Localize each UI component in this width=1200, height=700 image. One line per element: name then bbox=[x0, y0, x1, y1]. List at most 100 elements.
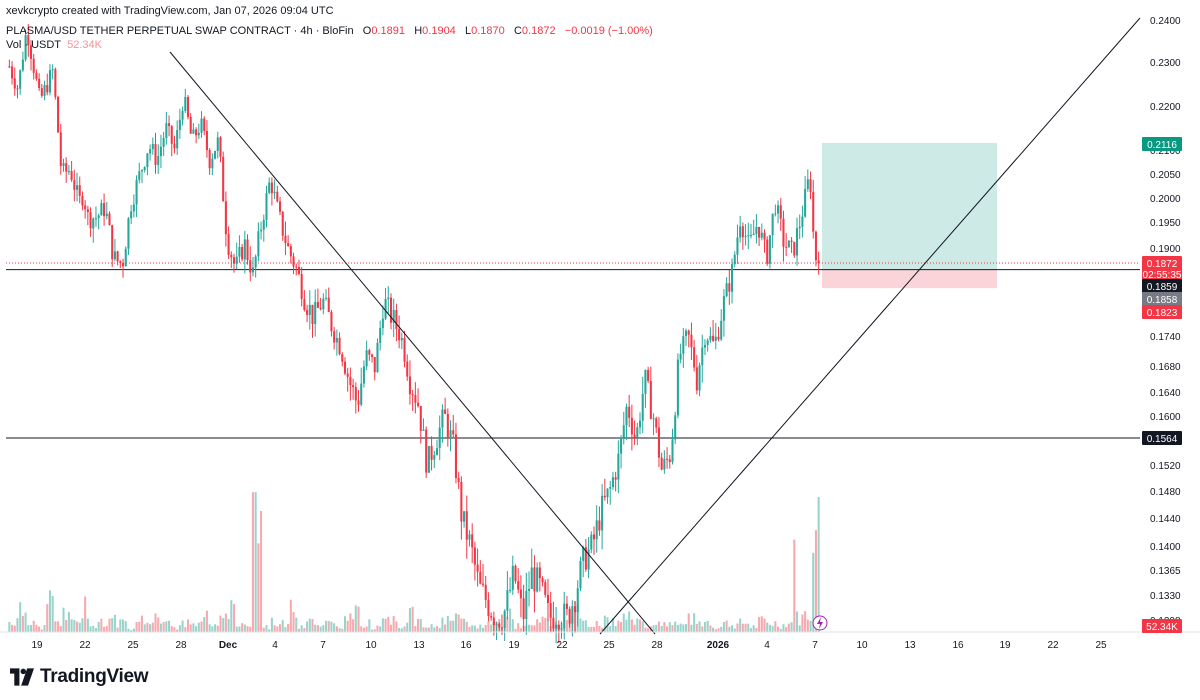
candle-body bbox=[785, 246, 788, 248]
candle-body bbox=[592, 534, 596, 540]
candle-body bbox=[536, 567, 539, 592]
candle-body bbox=[701, 347, 704, 366]
time-tick: 4 bbox=[272, 640, 278, 651]
candle-body bbox=[330, 311, 333, 332]
candle-body bbox=[100, 203, 103, 216]
price-tick: 0.2100 bbox=[1150, 146, 1181, 157]
volume-value: 52.34K bbox=[67, 39, 103, 51]
candle-body bbox=[92, 218, 95, 229]
volume-bar bbox=[712, 627, 715, 632]
volume-bar bbox=[325, 620, 328, 632]
tradingview-footer[interactable]: TradingView bbox=[10, 665, 149, 689]
candle-body bbox=[444, 409, 447, 414]
candle-body bbox=[633, 434, 636, 438]
countdown-label-bg bbox=[1142, 267, 1182, 281]
candle-body bbox=[219, 137, 222, 157]
volume-bar bbox=[124, 621, 127, 632]
volume-bar bbox=[338, 628, 341, 632]
volume-bar bbox=[346, 620, 349, 632]
candle-body bbox=[741, 226, 744, 238]
price-tick: 0.1365 bbox=[1150, 566, 1181, 577]
volume-bar bbox=[454, 613, 457, 632]
candle-body bbox=[122, 263, 125, 267]
price-axis[interactable]: 0.2400 0.2300 0.2200 0.2100 0.2050 0.2000 0.19… bbox=[1150, 16, 1181, 627]
candle-body bbox=[232, 257, 236, 264]
volume-bar bbox=[739, 618, 742, 632]
candle-body bbox=[479, 571, 482, 584]
candle-body bbox=[611, 477, 614, 488]
candle-body bbox=[433, 455, 436, 460]
stop-price-label: 0.1823 bbox=[1147, 308, 1178, 319]
volume-bar bbox=[763, 618, 766, 632]
volume-bar bbox=[614, 626, 617, 632]
volume-bar bbox=[113, 614, 116, 632]
volume-bar bbox=[330, 621, 333, 632]
time-axis[interactable]: 19 22 25 28 Dec 4 7 10 13 16 19 22 25 28 2026 4 7 10 13 16 1… bbox=[0, 631, 1200, 651]
volume-bar bbox=[644, 627, 647, 632]
candle-body bbox=[406, 361, 409, 377]
volume-bar bbox=[257, 543, 260, 632]
volume-bar bbox=[687, 613, 690, 632]
volume-bar bbox=[335, 626, 338, 632]
volume-bar bbox=[657, 621, 660, 632]
volume-bar bbox=[463, 618, 466, 632]
time-tick: 22 bbox=[79, 640, 91, 651]
candle-body bbox=[571, 606, 574, 624]
volume-bar bbox=[59, 626, 62, 632]
candle-body bbox=[113, 251, 116, 260]
candle-body bbox=[38, 78, 41, 89]
volume-bar bbox=[425, 627, 428, 632]
candle-body bbox=[490, 615, 493, 618]
time-tick: 28 bbox=[175, 640, 187, 651]
volume-bar bbox=[265, 625, 268, 632]
volume-bar bbox=[606, 617, 609, 632]
volume-bar bbox=[676, 624, 679, 632]
last-price-label-bg bbox=[1142, 256, 1182, 270]
candle-body bbox=[173, 143, 176, 149]
candle-body bbox=[804, 188, 807, 217]
volume-bar bbox=[260, 511, 263, 632]
candle-body bbox=[595, 520, 598, 540]
candle-body bbox=[809, 179, 812, 192]
candle-body bbox=[365, 350, 368, 367]
volume-bar bbox=[411, 606, 414, 632]
volume-bar bbox=[314, 624, 317, 632]
candle-body bbox=[116, 251, 119, 262]
candle-body bbox=[149, 149, 152, 154]
candle-body bbox=[214, 150, 217, 159]
candle-body bbox=[693, 347, 696, 368]
volume-bar bbox=[736, 623, 739, 632]
entry-price-label-bg bbox=[1142, 279, 1182, 293]
candle-body bbox=[798, 226, 801, 229]
symbol-legend[interactable]: PLASMA/USD TETHER PERPETUAL SWAP CONTRAC… bbox=[6, 25, 653, 37]
candle-body bbox=[373, 357, 376, 373]
volume-bar bbox=[817, 496, 820, 632]
candle-body bbox=[452, 430, 455, 435]
candle-body bbox=[546, 594, 550, 604]
volume-bar bbox=[546, 619, 550, 632]
volume-bar bbox=[211, 626, 214, 632]
candle-body bbox=[62, 163, 65, 166]
candle-body bbox=[722, 296, 725, 321]
volume-bar bbox=[779, 628, 782, 632]
volume-legend[interactable]: Vol · USDT 52.34K bbox=[6, 39, 102, 51]
price-tick: 0.1900 bbox=[1150, 244, 1181, 255]
volume-bar bbox=[232, 604, 236, 632]
candle-body bbox=[663, 458, 666, 470]
price-tick: 0.1480 bbox=[1150, 487, 1181, 498]
candle-body bbox=[192, 129, 195, 134]
volume-bar bbox=[368, 619, 371, 632]
volume-bar bbox=[173, 627, 176, 632]
volume-bar bbox=[216, 625, 219, 632]
ascending-trendline bbox=[599, 17, 1141, 635]
volume-bar bbox=[695, 623, 698, 632]
candle-body bbox=[230, 254, 233, 258]
candle-body bbox=[763, 232, 766, 240]
candle-body bbox=[555, 624, 558, 629]
candle-body bbox=[587, 549, 590, 570]
candle-body bbox=[731, 264, 734, 292]
candle-body bbox=[32, 58, 35, 73]
candle-body bbox=[684, 330, 688, 337]
candle-body bbox=[649, 380, 652, 419]
